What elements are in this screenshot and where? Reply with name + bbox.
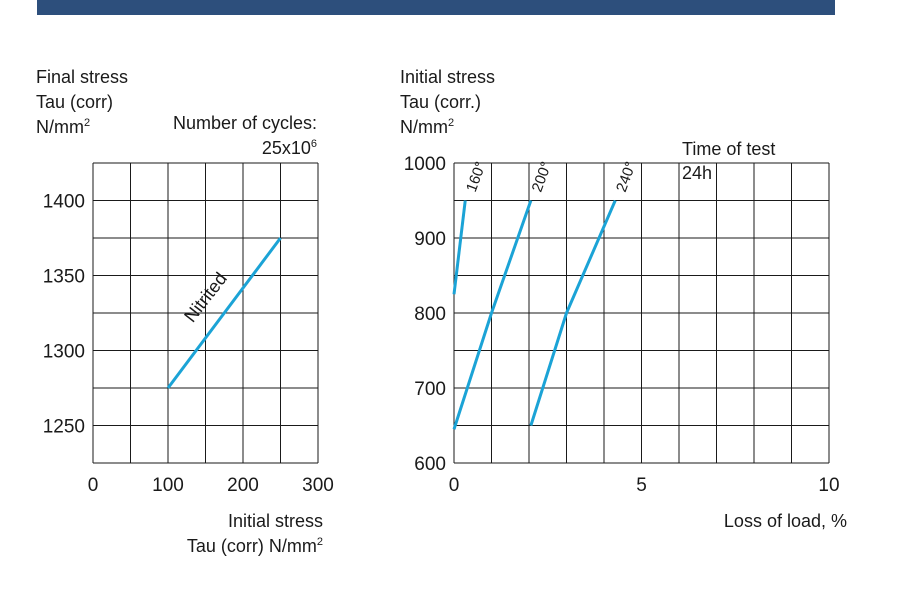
right-series-line — [452, 200, 533, 430]
left-ytick-label: 1400 — [43, 192, 85, 213]
left-series-line — [166, 237, 282, 389]
cycles-annotation-line2: 25x106 — [261, 138, 317, 158]
left-ylabel-line3: N/mm2 — [36, 117, 91, 137]
left-xtick-label: 0 — [88, 475, 99, 496]
left-xlabel-line1: Initial stress — [227, 511, 323, 531]
right-series-line — [529, 199, 617, 426]
right-ytick-label: 1000 — [404, 154, 446, 175]
right-ylabel-line2: Tau (corr.) — [400, 92, 482, 112]
right-ylabel-line3: N/mm2 — [400, 117, 455, 137]
right-xtick-label: 5 — [636, 475, 647, 496]
left-ylabel-line1: Final stress — [36, 67, 129, 87]
right-xtick-label: 0 — [449, 475, 460, 496]
right-ytick-label: 700 — [414, 379, 446, 400]
right-ytick-label: 600 — [414, 454, 446, 475]
series-label-temperature: 200° — [529, 159, 556, 194]
left-xlabel-line2: Tau (corr) N/mm2 — [186, 536, 323, 556]
test-time-annotation-line2: 24h — [682, 163, 713, 183]
left-ytick-label: 1350 — [43, 267, 85, 288]
right-series-line — [452, 200, 467, 295]
left-ytick-label: 1250 — [43, 417, 85, 438]
left-xtick-label: 100 — [152, 475, 184, 496]
cycles-annotation-line1: Number of cycles: — [172, 113, 317, 133]
right-ytick-label: 800 — [414, 304, 446, 325]
left-xtick-label: 300 — [302, 475, 334, 496]
left-ylabel-line2: Tau (corr) — [36, 92, 114, 112]
right-ytick-label: 900 — [414, 229, 446, 250]
right-ylabel-line1: Initial stress — [400, 67, 496, 87]
header-bar — [37, 0, 835, 15]
right-xlabel: Loss of load, % — [723, 511, 847, 531]
series-label-temperature: 160° — [463, 159, 490, 194]
series-label-temperature: 240° — [613, 159, 640, 194]
left-xtick-label: 200 — [227, 475, 259, 496]
test-time-annotation-line1: Time of test — [682, 139, 776, 159]
right-xtick-label: 10 — [818, 475, 839, 496]
left-ytick-label: 1300 — [43, 342, 85, 363]
